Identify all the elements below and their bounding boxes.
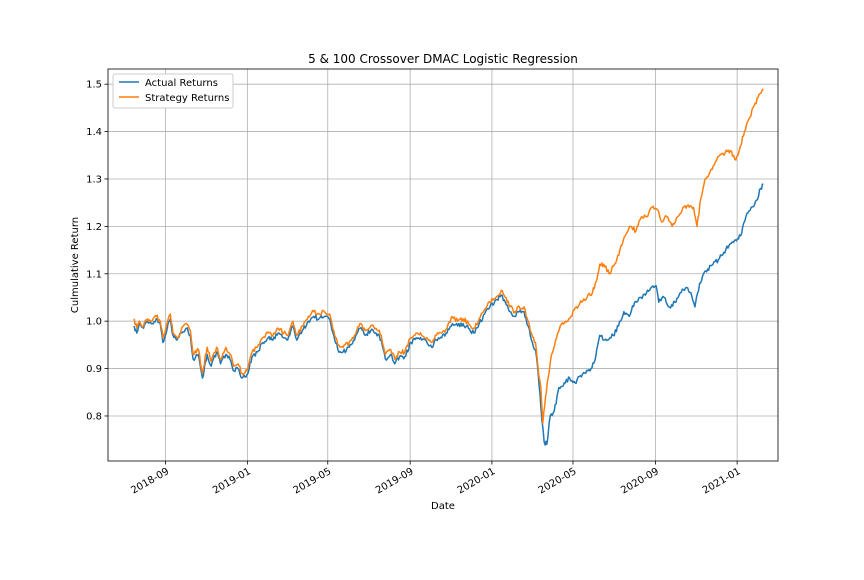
x-axis-label: Date <box>431 501 455 512</box>
y-tick-label: 0.8 <box>86 411 102 422</box>
y-tick-label: 1.4 <box>86 127 102 138</box>
chart-title: 5 & 100 Crossover DMAC Logistic Regressi… <box>308 52 578 66</box>
y-tick-label: 1.2 <box>86 222 102 233</box>
plot-series <box>133 88 764 446</box>
y-tick-label: 1.0 <box>86 317 102 328</box>
legend-box <box>112 73 234 109</box>
y-tick-label: 0.9 <box>86 364 102 375</box>
y-tick-label: 1.1 <box>86 269 102 280</box>
grid <box>108 69 778 461</box>
legend-label-actual-returns: Actual Returns <box>145 78 218 89</box>
y-axis-label: Culmulative Return <box>70 217 81 313</box>
legend-label-strategy-returns: Strategy Returns <box>145 93 229 104</box>
plot-area-frame <box>107 68 779 462</box>
series-line-strategy-returns <box>133 88 764 424</box>
series-line-actual-returns <box>133 183 764 446</box>
y-tick-label: 1.5 <box>86 80 102 91</box>
legend: Actual Returns Strategy Returns <box>112 73 234 109</box>
y-tick-label: 1.3 <box>86 174 102 185</box>
y-axis: 0.8 0.9 1.0 1.1 1.2 1.3 1.4 1.5 <box>86 80 108 422</box>
